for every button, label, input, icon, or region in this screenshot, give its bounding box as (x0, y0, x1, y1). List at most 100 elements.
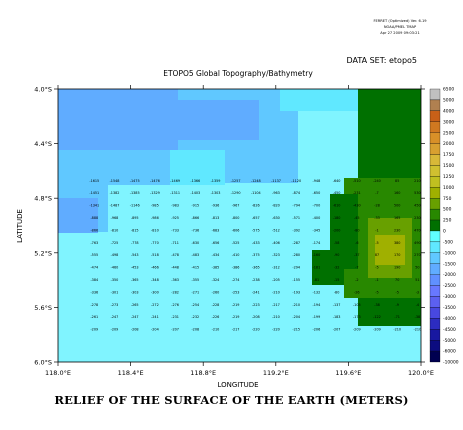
depth-value-label: -630 (272, 216, 280, 220)
depth-value-label: -365 (252, 266, 260, 270)
colorbar-label: -6000 (443, 349, 456, 355)
depth-value-label: -181 (313, 266, 321, 270)
depth-value-label: -278 (90, 303, 98, 307)
y-tick-label: 4.4°S (34, 140, 52, 148)
depth-value-label: -301 (111, 290, 119, 294)
depth-value-label: -312 (272, 266, 280, 270)
colorbar-swatch (429, 340, 441, 352)
depth-value-label: -384 (90, 278, 98, 282)
depth-value-label: -700 (313, 204, 321, 208)
colorbar-label: -2000 (443, 272, 456, 278)
depth-value-label: -294 (292, 266, 300, 270)
colorbar-swatch (429, 110, 441, 122)
depth-value-label: -1359 (211, 179, 221, 183)
depth-value-label: -71 (394, 315, 400, 319)
depth-value-label: -406 (272, 241, 280, 245)
depth-value-label: 85 (395, 179, 399, 183)
depth-value-label: -5 (375, 241, 378, 245)
depth-value-label: -575 (252, 228, 260, 232)
depth-value-label: -888 (90, 216, 98, 220)
colorbar-label: 500 (443, 207, 452, 213)
depth-value-label: -1475 (130, 179, 140, 183)
depth-value-label: -948 (313, 179, 321, 183)
colorbar-swatch (429, 88, 441, 101)
depth-value-label: -204 (151, 328, 159, 332)
depth-value-label: -1382 (110, 191, 120, 195)
colorbar-label: 0 (443, 229, 446, 235)
depth-value-label: -657 (252, 216, 260, 220)
colorbar-swatch (429, 208, 441, 221)
depth-value-label: -385 (212, 266, 220, 270)
depth-value-label: -763 (90, 241, 98, 245)
colorbar-label: 4000 (443, 108, 454, 114)
depth-value-label: -217 (272, 303, 280, 307)
colorbar-label: 5000 (443, 98, 454, 104)
depth-value-label: -543 (131, 253, 139, 257)
depth-value-label: -1329 (150, 191, 160, 195)
colorbar-swatch (429, 132, 441, 144)
depth-value-label: -38 (374, 303, 380, 307)
depth-value-label: -219 (232, 315, 240, 319)
colorbar-swatch (429, 219, 441, 232)
depth-value-label: -1615 (89, 179, 99, 183)
colorbar-swatch (429, 318, 441, 330)
depth-value-label: -210 (272, 290, 280, 294)
colorbar-swatch (429, 154, 441, 166)
depth-value-label: -45 (354, 216, 360, 220)
depth-value-label: -1451 (89, 191, 99, 195)
x-axis: 118.0°E 118.4°E 118.8°E 119.2°E 119.6°E 120.0… (45, 85, 434, 377)
depth-value-label: -725 (111, 241, 119, 245)
depth-value-label: -208 (252, 315, 260, 319)
depth-value-label: -122 (373, 315, 381, 319)
depth-value-label: -640 (333, 179, 341, 183)
depth-value-label: -37 (354, 253, 360, 257)
colorbar-swatch (429, 307, 441, 319)
depth-value-label: -985 (151, 204, 159, 208)
depth-value-label: -1104 (251, 191, 261, 195)
y-tick-label: 5.6°S (34, 304, 52, 312)
colorbar-swatch (429, 99, 441, 111)
depth-value-label: -247 (111, 315, 119, 319)
depth-value-label: -80 (354, 228, 360, 232)
depth-value-label: -1290 (231, 191, 241, 195)
depth-value-label: -375 (252, 253, 260, 257)
depth-value-label: -132 (313, 290, 321, 294)
depth-value-label: -1120 (291, 179, 301, 183)
depth-value-label: -205 (272, 278, 280, 282)
depth-value-label: -925 (171, 216, 179, 220)
depth-value-label: -160 (313, 253, 321, 257)
depth-value-label: -736 (191, 228, 199, 232)
depth-value-label: 170 (394, 253, 400, 257)
x-tick-label: 118.8°E (190, 369, 216, 377)
colorbar-swatch (429, 143, 441, 155)
depth-value-label: -9 (396, 303, 399, 307)
depth-region (58, 198, 98, 233)
depth-value-label: -287 (292, 241, 300, 245)
depth-value-label: -415 (191, 266, 199, 270)
depth-value-label: -273 (111, 303, 119, 307)
depth-value-label: -866 (90, 228, 98, 232)
x-tick-label: 119.6°E (335, 369, 361, 377)
depth-value-label: -261 (90, 315, 98, 319)
depth-value-label: -173 (353, 315, 361, 319)
colorbar-swatch (429, 274, 441, 286)
depth-value-label: -355 (191, 278, 199, 282)
y-tick-label: 4.8°S (34, 195, 52, 203)
colorbar-swatch (429, 187, 441, 199)
colorbar-label: -5000 (443, 338, 456, 344)
depth-value-label: -336 (90, 290, 98, 294)
depth-value-label: 70 (395, 278, 399, 282)
depth-value-label: -323 (272, 253, 280, 257)
depth-value-label: -348 (151, 278, 159, 282)
depth-value-label: 160 (394, 191, 400, 195)
depth-value-label: -38 (415, 315, 421, 319)
depth-value-label: -3 (416, 290, 419, 294)
depth-value-label: -656 (212, 241, 220, 245)
colorbar: 6500500040003000250020001750150012501000… (429, 87, 459, 366)
depth-value-label: -58 (334, 241, 340, 245)
depth-value-label: -183 (333, 315, 341, 319)
depth-value-label: -223 (252, 303, 260, 307)
depth-value-label: -1146 (130, 204, 140, 208)
depth-value-label: -1403 (190, 191, 200, 195)
